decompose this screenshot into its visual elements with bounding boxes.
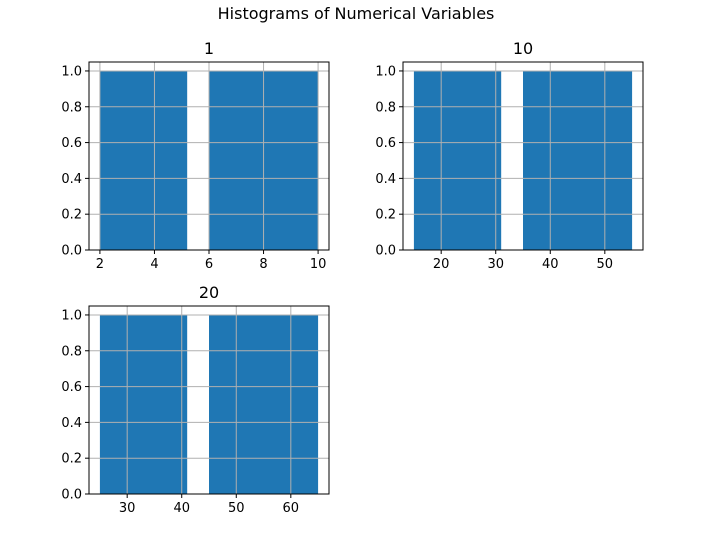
y-tick-label: 0.4 xyxy=(61,416,82,431)
x-tick-label: 10 xyxy=(310,257,327,272)
x-tick-label: 30 xyxy=(119,501,136,516)
x-tick-label: 40 xyxy=(173,501,190,516)
histogram-bar xyxy=(99,70,188,250)
y-tick-label: 0.6 xyxy=(375,136,396,151)
subplot-1: 2 4 6 8 10 0.0 0.2 0.4 0.6 0.8 1.0 1 xyxy=(61,39,330,272)
y-tick-label: 0.0 xyxy=(61,488,82,503)
y-tick-label: 1.0 xyxy=(61,308,82,323)
histogram-bar xyxy=(99,314,188,494)
x-tick-label: 40 xyxy=(542,257,559,272)
subplot-title: 10 xyxy=(513,39,533,58)
x-tick-label: 20 xyxy=(433,257,450,272)
histogram-bar xyxy=(523,70,633,250)
histogram-bar xyxy=(413,70,502,250)
y-tick-label: 1.0 xyxy=(61,64,82,79)
x-tick-label: 2 xyxy=(96,257,104,272)
y-tick-label: 0.0 xyxy=(61,244,82,259)
x-tick-label: 50 xyxy=(597,257,614,272)
subplot-title: 1 xyxy=(204,39,214,58)
axes-frame xyxy=(88,61,330,251)
x-tick-label: 6 xyxy=(205,257,213,272)
x-tick-label: 4 xyxy=(150,257,158,272)
x-tick-label: 30 xyxy=(487,257,504,272)
x-tick-label: 8 xyxy=(259,257,267,272)
axes-frame xyxy=(88,305,330,495)
y-tick-label: 0.8 xyxy=(61,100,82,115)
y-tick-label: 0.6 xyxy=(61,136,82,151)
histogram-bar xyxy=(209,314,319,494)
y-tick-label: 0.2 xyxy=(61,452,82,467)
axes-frame xyxy=(402,61,644,251)
y-tick-label: 0.6 xyxy=(61,380,82,395)
subplot-2: 20 30 40 50 0.0 0.2 0.4 0.6 0.8 1.0 10 xyxy=(375,39,644,272)
y-tick-label: 0.4 xyxy=(375,172,396,187)
x-tick-label: 50 xyxy=(228,501,245,516)
y-tick-label: 0.8 xyxy=(61,344,82,359)
y-tick-label: 0.4 xyxy=(61,172,82,187)
figure-title: Histograms of Numerical Variables xyxy=(218,4,495,23)
y-tick-label: 0.2 xyxy=(61,208,82,223)
x-tick-label: 60 xyxy=(283,501,300,516)
y-tick-label: 0.2 xyxy=(375,208,396,223)
y-tick-label: 0.8 xyxy=(375,100,396,115)
subplot-title: 20 xyxy=(199,283,219,302)
y-tick-label: 0.0 xyxy=(375,244,396,259)
y-tick-label: 1.0 xyxy=(375,64,396,79)
subplot-3: 30 40 50 60 0.0 0.2 0.4 0.6 0.8 1.0 20 xyxy=(61,283,330,516)
